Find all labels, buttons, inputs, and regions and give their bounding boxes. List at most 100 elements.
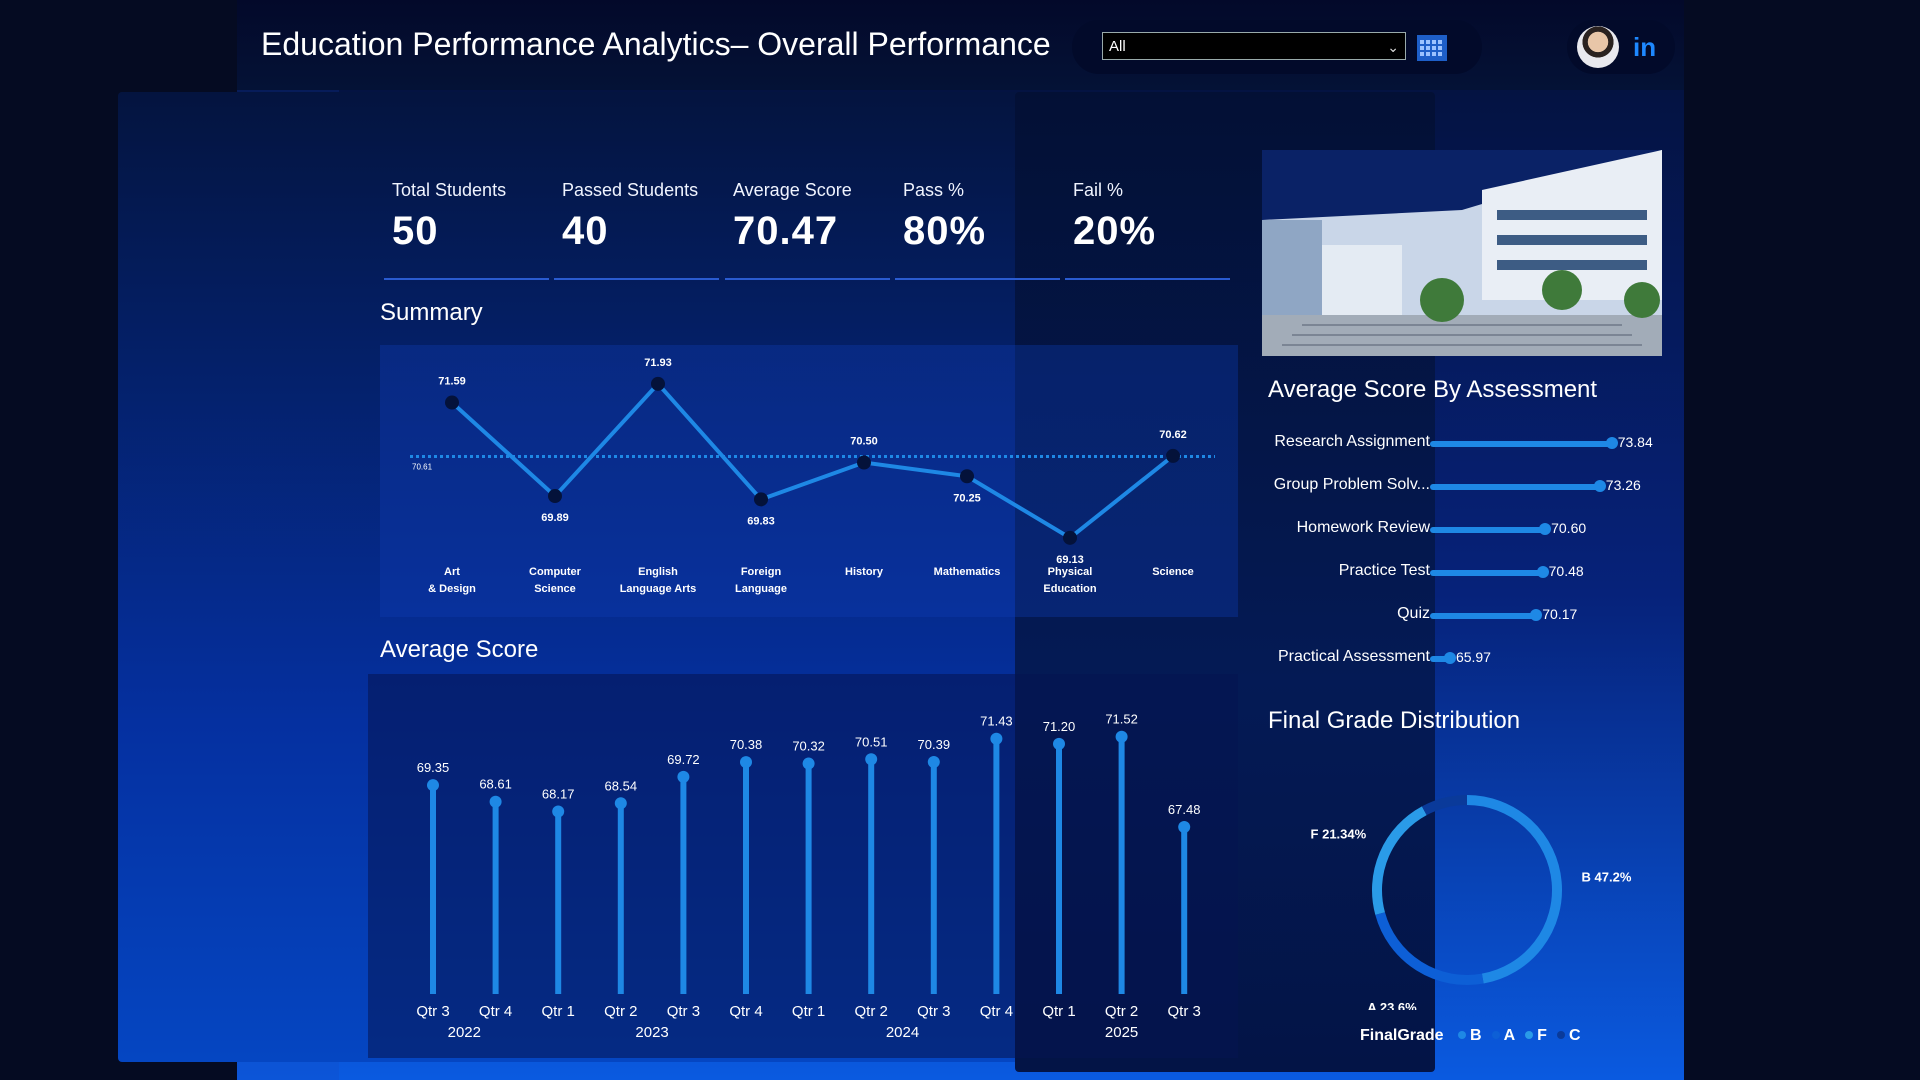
assessment-value: 73.84: [1617, 434, 1653, 450]
summary-data-label: 69.89: [541, 512, 569, 524]
grade-slice-label: A 23.6%: [1367, 1000, 1417, 1010]
legend-item[interactable]: C: [1568, 1027, 1581, 1044]
assessment-bar: [1430, 656, 1450, 662]
year-label: 2024: [886, 1024, 919, 1041]
grade-slice[interactable]: [1466, 795, 1562, 984]
assessment-label: Research Assignment: [1274, 433, 1430, 450]
kpi-divider: [554, 278, 719, 280]
score-data-label: 69.72: [667, 752, 700, 767]
summary-data-label: 70.50: [850, 436, 878, 448]
summary-point[interactable]: [1063, 530, 1077, 545]
summary-point[interactable]: [1166, 448, 1180, 463]
score-data-label: 71.52: [1105, 712, 1138, 727]
summary-series-line: [450, 380, 1175, 541]
summary-category-label: Language Arts: [620, 583, 697, 595]
assessment-row[interactable]: Practical Assessment 65.97: [1262, 644, 1662, 674]
legend-dot: [1491, 1031, 1500, 1039]
assessment-label: Practice Test: [1338, 562, 1430, 579]
quarter-label: Qtr 4: [479, 1003, 512, 1020]
kpi-label: Fail %: [1073, 180, 1124, 200]
score-data-label: 68.61: [479, 777, 512, 792]
score-data-label: 70.32: [792, 739, 825, 754]
linkedin-icon[interactable]: in: [1633, 32, 1657, 62]
quarter-label: Qtr 3: [667, 1003, 700, 1020]
score-data-label: 70.38: [730, 737, 763, 752]
assessment-row[interactable]: Group Problem Solv... 73.26: [1262, 472, 1662, 502]
quarter-label: Qtr 3: [416, 1003, 449, 1020]
assessment-row[interactable]: Research Assignment 73.84: [1262, 429, 1662, 459]
score-bar-head: [1115, 730, 1128, 743]
kpi-average-score: Average Score 70.47: [725, 180, 898, 280]
kpi-value: 70.47: [733, 209, 839, 253]
assessment-label: Practical Assessment: [1277, 648, 1430, 665]
quarter-label: Qtr 1: [1042, 1003, 1075, 1020]
kpi-value: 80%: [903, 209, 987, 253]
kpi-divider: [384, 278, 549, 280]
legend-dot: [1556, 1031, 1565, 1039]
assessment-label: Quiz: [1397, 605, 1430, 622]
summary-point[interactable]: [857, 455, 871, 470]
profile-area: in: [1567, 20, 1675, 74]
score-data-label: 70.51: [855, 734, 888, 749]
quarter-label: Qtr 3: [1168, 1003, 1201, 1020]
summary-data-label: 69.83: [747, 515, 775, 527]
kpi-value: 50: [392, 209, 439, 253]
score-bar-head: [865, 753, 878, 766]
year-filter-dropdown[interactable]: All ⌄: [1102, 32, 1406, 60]
year-label: 2025: [1105, 1024, 1138, 1041]
summary-category-label: Computer: [529, 566, 582, 578]
kpi-divider: [725, 278, 890, 280]
assessment-row[interactable]: Homework Review 70.60: [1262, 515, 1662, 545]
score-bar-head: [614, 797, 627, 810]
assessment-bar-dot: [1605, 437, 1618, 449]
summary-category-label: Art: [444, 566, 460, 578]
quarter-label: Qtr 2: [1105, 1003, 1138, 1020]
chevron-down-icon: ⌄: [1387, 39, 1399, 55]
quarter-label: Qtr 2: [855, 1003, 888, 1020]
grade-slice[interactable]: [1375, 912, 1484, 985]
average-score-title: Average Score: [380, 636, 539, 663]
summary-point[interactable]: [548, 489, 562, 504]
filter-value: All: [1109, 38, 1126, 55]
score-bar-head: [1053, 737, 1065, 750]
grade-slice[interactable]: [1372, 806, 1427, 915]
score-data-label: 67.48: [1168, 802, 1201, 817]
quarter-label: Qtr 1: [542, 1003, 575, 1020]
assessment-bar-dot: [1539, 523, 1552, 535]
legend-item[interactable]: B: [1470, 1027, 1482, 1044]
grade-slice[interactable]: [1421, 795, 1468, 816]
score-bar-head: [489, 795, 502, 808]
average-score-chart-bg: [368, 674, 1238, 1058]
assessment-bar-dot: [1530, 609, 1543, 621]
legend-item[interactable]: F: [1537, 1027, 1547, 1044]
score-bar-head: [927, 755, 940, 768]
year-label: 2022: [448, 1024, 481, 1041]
score-data-label: 70.39: [918, 737, 951, 752]
summary-point[interactable]: [445, 395, 459, 410]
assessment-bar: [1430, 441, 1612, 447]
summary-data-label: 70.62: [1159, 429, 1187, 441]
score-bar-head: [677, 770, 690, 783]
kpi-divider: [895, 278, 1060, 280]
summary-line-chart: 70.61 71.59 Art & Design 69.89 Computer Scienc…: [410, 357, 1215, 595]
quarter-label: Qtr 1: [792, 1003, 825, 1020]
summary-category-label: Physical: [1048, 566, 1093, 578]
summary-point[interactable]: [651, 376, 665, 391]
quarter-label: Qtr 4: [729, 1003, 762, 1020]
kpi-label: Passed Students: [562, 180, 699, 200]
avatar[interactable]: [1577, 26, 1619, 68]
assessment-bar: [1430, 570, 1543, 576]
calendar-icon[interactable]: [1416, 32, 1448, 62]
assessment-row[interactable]: Quiz 70.17: [1262, 601, 1662, 631]
summary-point[interactable]: [754, 492, 768, 507]
assessment-row[interactable]: Practice Test 70.48: [1262, 558, 1662, 588]
assessment-value: 70.17: [1542, 606, 1578, 622]
grade-slice-label: B 47.2%: [1582, 870, 1632, 885]
assessment-bar: [1430, 613, 1537, 619]
summary-category-label: Science: [1152, 566, 1194, 578]
score-bar-head: [740, 756, 752, 769]
assessment-bar-dot: [1593, 480, 1606, 492]
legend-item[interactable]: A: [1503, 1027, 1516, 1044]
kpi-label: Pass %: [903, 180, 965, 200]
summary-point[interactable]: [960, 469, 974, 484]
